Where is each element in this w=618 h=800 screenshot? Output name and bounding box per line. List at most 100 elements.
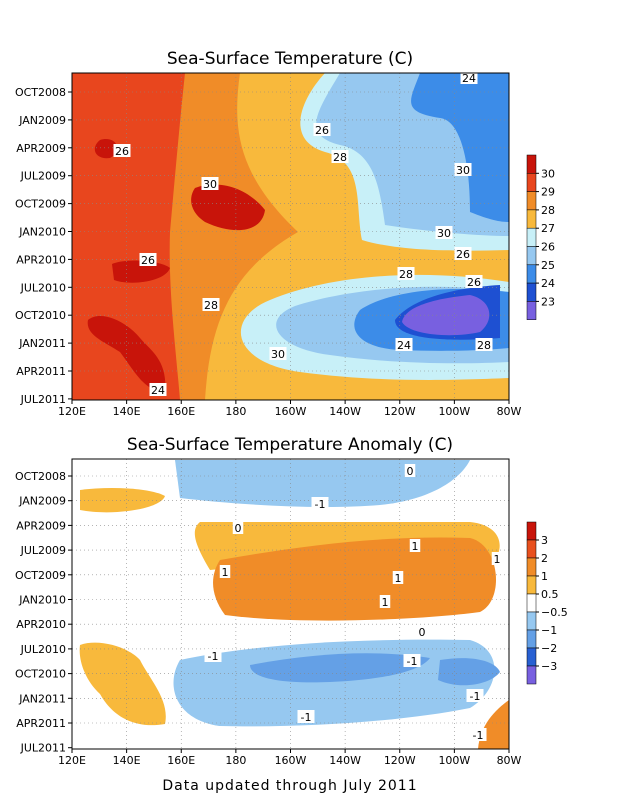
contour-label: 26 bbox=[115, 145, 129, 158]
colorbar-segment bbox=[526, 264, 537, 284]
y-tick-label: OCT2010 bbox=[15, 668, 66, 681]
anomaly-positive-band bbox=[80, 488, 165, 513]
contour-label: -1 bbox=[315, 498, 326, 511]
contour-label-bg bbox=[395, 338, 413, 351]
contour-label: 0 bbox=[407, 465, 414, 478]
contour-label: -1 bbox=[407, 655, 418, 668]
contour-label-bg bbox=[469, 728, 487, 741]
x-tick-label: 140W bbox=[329, 754, 361, 767]
colorbar-segment bbox=[526, 191, 537, 211]
colorbar-segment bbox=[526, 557, 537, 577]
colorbar-label: −3 bbox=[541, 660, 557, 673]
contour-label: 30 bbox=[271, 348, 285, 361]
y-tick-label: JAN2009 bbox=[18, 495, 66, 508]
y-tick-label: JUL2009 bbox=[20, 544, 66, 557]
y-tick-label: APR2009 bbox=[16, 142, 66, 155]
colorbar-segment bbox=[526, 611, 537, 631]
contour-label: 26 bbox=[467, 276, 481, 289]
x-tick-label: 180 bbox=[225, 405, 246, 418]
y-tick-label: JAN2010 bbox=[18, 226, 66, 239]
bottom-grid bbox=[72, 459, 509, 749]
top-axis-ticks: 120E 140E 160E 180 160W 140W 120W 100W 80W OCT200… bbox=[15, 86, 522, 418]
x-tick-label: 180 bbox=[225, 754, 246, 767]
colorbar-label: 3 bbox=[541, 534, 548, 547]
colorbar-label: −2 bbox=[541, 642, 557, 655]
x-tick-label: 160E bbox=[167, 754, 195, 767]
contour-label: 30 bbox=[203, 178, 217, 191]
contour-label-bg bbox=[379, 595, 391, 608]
contour-label-bg bbox=[204, 649, 222, 662]
contour-label: 26 bbox=[315, 124, 329, 137]
data-updated-footer: Data updated through July 2011 bbox=[162, 778, 417, 794]
bottom-axis-ticks: 120E 140E 160E 180 160W 140W 120W 100W 80W OCT200… bbox=[15, 470, 522, 767]
contour-label-bg bbox=[149, 383, 167, 396]
colorbar-label: 25 bbox=[541, 259, 555, 272]
y-tick-label: OCT2009 bbox=[15, 198, 66, 211]
colorbar-segment bbox=[526, 301, 537, 320]
anomaly-positive-band bbox=[213, 537, 497, 621]
x-tick-label: 140E bbox=[113, 754, 141, 767]
contour-label-bg bbox=[404, 464, 416, 477]
contour-label: 1 bbox=[494, 553, 501, 566]
contour-label-bg bbox=[232, 521, 244, 534]
contour-label: -1 bbox=[301, 711, 312, 724]
sst-24-25-band bbox=[411, 73, 509, 222]
colorbar-segment bbox=[526, 282, 537, 302]
contour-label: 1 bbox=[412, 540, 419, 553]
contour-label-bg bbox=[219, 565, 231, 578]
sst-30-patch bbox=[94, 139, 118, 159]
top-sst-field bbox=[72, 73, 509, 400]
contour-label: 1 bbox=[222, 566, 229, 579]
y-tick-label: JAN2009 bbox=[18, 114, 66, 127]
sst-below-23-band bbox=[402, 295, 490, 336]
contour-label: 26 bbox=[456, 248, 470, 261]
top-chart-title: Sea-Surface Temperature (C) bbox=[167, 49, 413, 69]
contour-label-bg bbox=[454, 247, 472, 260]
x-tick-label: 120W bbox=[384, 405, 416, 418]
sst-30-patch bbox=[191, 184, 265, 231]
anomaly-negative-band bbox=[250, 653, 430, 683]
y-tick-label: JAN2010 bbox=[18, 594, 66, 607]
contour-label-bg bbox=[409, 539, 421, 552]
colorbar-segment bbox=[526, 575, 537, 595]
colorbar-segment bbox=[526, 521, 537, 541]
contour-label: 24 bbox=[151, 384, 165, 397]
colorbar-segment bbox=[526, 173, 537, 192]
anomaly-negative-band bbox=[438, 658, 500, 686]
contour-label-bg bbox=[397, 267, 415, 280]
sst-30-patch bbox=[87, 316, 166, 392]
contour-label: 24 bbox=[397, 339, 411, 352]
y-tick-label: APR2011 bbox=[16, 717, 66, 730]
bottom-colorbar: 3 2 1 0.5 −0.5 −1 −2 −3 bbox=[526, 521, 568, 685]
y-tick-label: JAN2011 bbox=[18, 692, 66, 705]
colorbar-segment bbox=[526, 647, 537, 667]
top-colorbar: 30 29 28 27 26 25 24 23 bbox=[526, 154, 555, 320]
colorbar-segment bbox=[526, 154, 537, 174]
bottom-chart-title: Sea-Surface Temperature Anomaly (C) bbox=[127, 435, 453, 455]
y-tick-label: JUL2011 bbox=[20, 393, 66, 406]
x-tick-label: 120E bbox=[58, 405, 86, 418]
x-tick-label: 160E bbox=[167, 405, 195, 418]
contour-label-bg bbox=[297, 710, 315, 723]
colorbar-label: 23 bbox=[541, 295, 555, 308]
colorbar-segment bbox=[526, 539, 537, 559]
colorbar-label: 1 bbox=[541, 570, 548, 583]
contour-label-bg bbox=[331, 150, 349, 163]
y-tick-label: OCT2010 bbox=[15, 309, 66, 322]
contour-label: 26 bbox=[141, 254, 155, 267]
y-tick-label: JUL2009 bbox=[20, 170, 66, 183]
contour-label-bg bbox=[435, 226, 453, 239]
contour-label: 1 bbox=[395, 572, 402, 585]
contour-label-bg bbox=[460, 71, 478, 84]
y-tick-label: OCT2008 bbox=[15, 470, 66, 483]
x-tick-label: 160W bbox=[275, 405, 307, 418]
contour-label-bg bbox=[202, 298, 220, 311]
x-tick-label: 120E bbox=[58, 754, 86, 767]
y-tick-label: APR2010 bbox=[16, 253, 66, 266]
y-tick-label: APR2011 bbox=[16, 365, 66, 378]
contour-label: 24 bbox=[462, 72, 476, 85]
x-tick-label: 100W bbox=[438, 405, 470, 418]
contour-label: 28 bbox=[204, 299, 218, 312]
x-tick-label: 120W bbox=[384, 754, 416, 767]
